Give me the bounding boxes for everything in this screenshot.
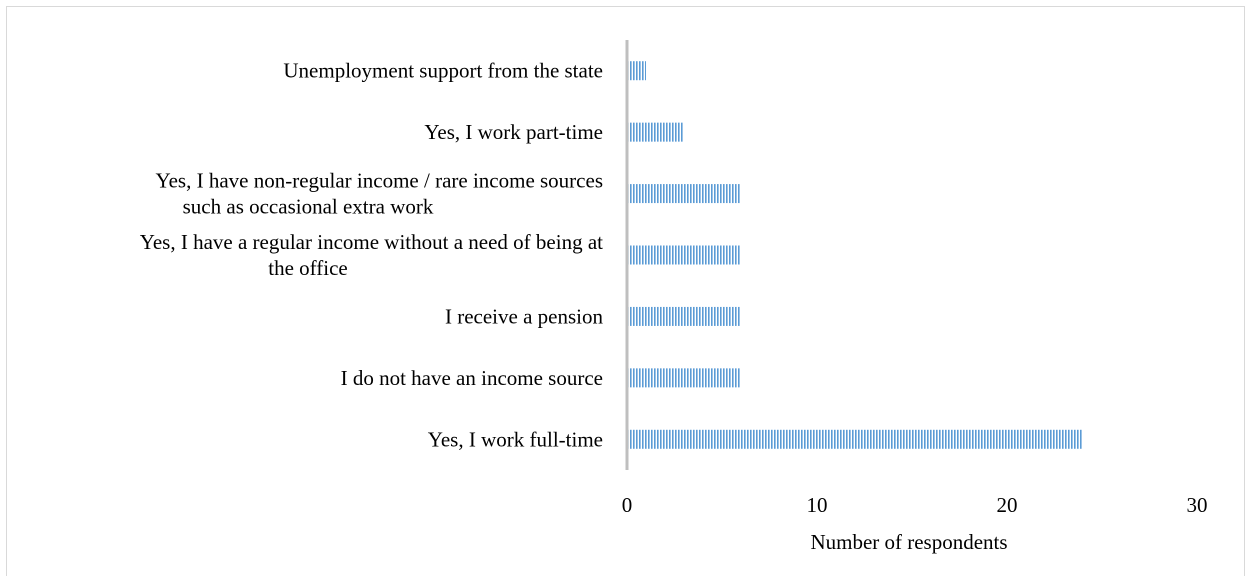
chart-frame	[6, 6, 1245, 576]
category-label: Unemployment support from the state	[283, 59, 603, 83]
bar	[628, 429, 1083, 449]
category-label: Yes, I have non-regular income / rare in…	[156, 169, 603, 193]
category-label: I do not have an income source	[341, 366, 603, 390]
bar	[628, 61, 646, 81]
bar	[628, 122, 684, 142]
bar	[628, 368, 741, 388]
category-label: I receive a pension	[445, 304, 604, 328]
x-tick-label: 20	[997, 493, 1018, 517]
x-axis-title: Number of respondents	[810, 530, 1007, 554]
category-label: such as occasional extra work	[183, 195, 434, 219]
category-label: Yes, I have a regular income without a n…	[140, 230, 603, 254]
x-tick-labels: 0 10 20 30	[622, 493, 1208, 517]
category-labels: Unemployment support from the state Yes, …	[140, 59, 604, 452]
category-label: Yes, I work part-time	[424, 120, 603, 144]
bar	[628, 184, 741, 204]
bars-group	[628, 61, 1083, 449]
category-label: the office	[268, 256, 348, 280]
x-tick-label: 10	[807, 493, 828, 517]
bar	[628, 306, 741, 326]
category-label: Yes, I work full-time	[428, 427, 603, 451]
x-tick-label: 0	[622, 493, 633, 517]
bar	[628, 245, 741, 265]
x-tick-label: 30	[1187, 493, 1208, 517]
